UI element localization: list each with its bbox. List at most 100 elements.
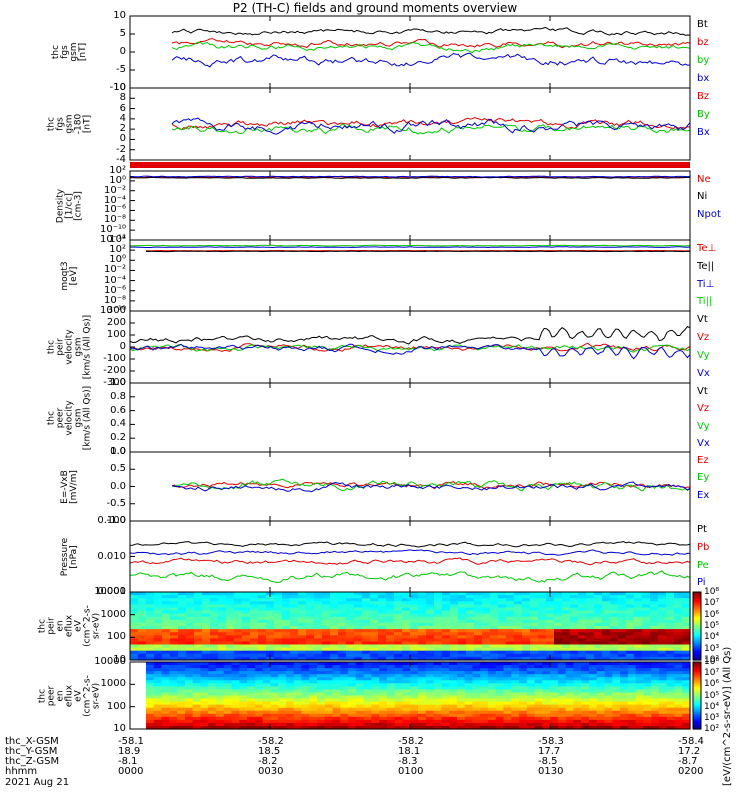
ion-spectrogram-cell [474,619,483,624]
ion-spectrogram-cell [394,635,403,639]
electron-spectrogram-cell [542,722,551,727]
electron-spectrogram-cell [231,707,240,712]
electron-spectrogram-cell [418,704,427,709]
y-tick-label: 1000 [100,609,126,620]
electron-spectrogram-cell [658,704,668,709]
electron-spectrogram-cell [161,662,170,666]
electron-spectrogram-cell [449,677,458,681]
ion-spectrogram-cell [586,598,595,602]
ion-spectrogram-cell [474,656,483,661]
ion-spectrogram-cell [354,635,363,639]
ion-spectrogram-cell [210,656,219,661]
legend-ve-1: Vz [697,403,710,414]
ion-spectrogram-cell [162,592,171,596]
electron-spectrogram-cell [153,692,163,697]
ion-spectrogram-cell [466,607,475,612]
electron-spectrogram-cell [394,677,404,681]
electron-spectrogram-cell [348,677,357,681]
ion-spectrogram-cell [426,622,435,627]
y-tick-label: 10⁻¹⁰ [99,305,126,316]
electron-spectrogram-cell [254,665,264,669]
electron-spectrogram-cell [425,689,435,693]
y-axis-label-density: Density [1/cc] [cm-3] [55,188,84,224]
ion-spectrogram-cell [218,604,227,609]
ion-spectrogram-cell [410,610,419,615]
ion-spectrogram-cell [378,616,387,621]
electron-spectrogram-cell [254,698,264,703]
ion-spectrogram-cell [506,622,515,627]
electron-spectrogram-cell [254,707,264,712]
electron-spectrogram-cell [604,674,613,678]
electron-spectrogram-cell [658,695,668,700]
ion-spectrogram-cell [602,635,611,639]
electron-spectrogram-cell [293,671,303,675]
ephemeris-value: -8.5 [538,756,558,767]
colorbar-tick: 10³ [704,713,720,723]
ion-spectrogram-cell [562,595,571,599]
ion-spectrogram-cell [274,635,283,639]
electron-spectrogram-cell [565,692,575,697]
electron-spectrogram-cell [254,716,264,721]
ion-spectrogram-cell [154,607,163,612]
electron-spectrogram-cell [285,726,295,730]
ion-spectrogram-cell [618,622,627,627]
electron-spectrogram-cell [456,680,466,684]
ion-spectrogram-cell [418,595,427,599]
ion-spectrogram-cell [298,610,307,615]
electron-spectrogram-cell [565,722,575,727]
ion-spectrogram-cell [658,610,667,615]
electron-spectrogram-cell [604,677,613,681]
ion-spectrogram-cell [170,647,179,652]
ion-spectrogram-cell [506,607,515,612]
ion-spectrogram-cell [626,607,635,612]
electron-spectrogram-cell [223,692,233,697]
electron-spectrogram-cell [177,674,186,678]
ion-spectrogram-cell [162,629,171,633]
ion-spectrogram-cell [306,619,315,624]
electron-spectrogram-cell [456,710,466,715]
ion-spectrogram-cell [226,619,235,624]
ion-colorbar [693,624,701,627]
ion-spectrogram-cell [466,641,475,646]
colorbar-tick: 10⁸ [704,657,720,667]
electron-spectrogram-cell [651,713,660,718]
ephemeris-value: 18.9 [118,746,141,757]
ion-spectrogram-cell [290,626,299,630]
electron-spectrogram-cell [184,686,194,690]
electron-spectrogram-cell [658,710,668,715]
ion-spectrogram-cell [410,626,419,630]
electron-spectrogram-cell [192,713,201,718]
y-tick-label: 10² [109,165,126,176]
ion-spectrogram-cell [458,632,467,636]
electron-spectrogram-cell [208,701,217,706]
electron-spectrogram-cell [348,665,357,669]
electron-spectrogram-cell [425,692,435,697]
electron-spectrogram-cell [456,674,466,678]
ion-spectrogram-cell [178,638,187,643]
ion-spectrogram-cell [338,635,347,639]
electron-colorbar [693,720,701,723]
electron-colorbar [693,680,701,683]
ion-spectrogram-cell [250,644,259,649]
electron-spectrogram-cell [324,674,334,678]
electron-spectrogram-cell [464,701,473,706]
electron-spectrogram-cell [526,668,536,672]
ion-spectrogram-cell [290,650,299,655]
electron-spectrogram-cell [674,662,683,666]
electron-spectrogram-cell [348,680,357,684]
electron-spectrogram-cell [371,707,380,712]
ion-spectrogram-cell [362,635,371,639]
ion-spectrogram-cell [634,656,643,661]
ion-spectrogram-cell [450,635,459,639]
ion-spectrogram-cell [138,635,147,639]
electron-spectrogram-cell [371,722,380,727]
ion-spectrogram-cell [530,604,539,609]
electron-spectrogram-cell [348,710,357,715]
ion-spectrogram-cell [154,641,163,646]
ion-spectrogram-cell [178,635,187,639]
ion-spectrogram-cell [282,619,291,624]
electron-spectrogram-cell [433,716,442,721]
electron-spectrogram-cell [511,704,520,709]
y-tick-label: 10⁻⁴ [103,195,126,206]
electron-spectrogram-cell [161,713,170,718]
